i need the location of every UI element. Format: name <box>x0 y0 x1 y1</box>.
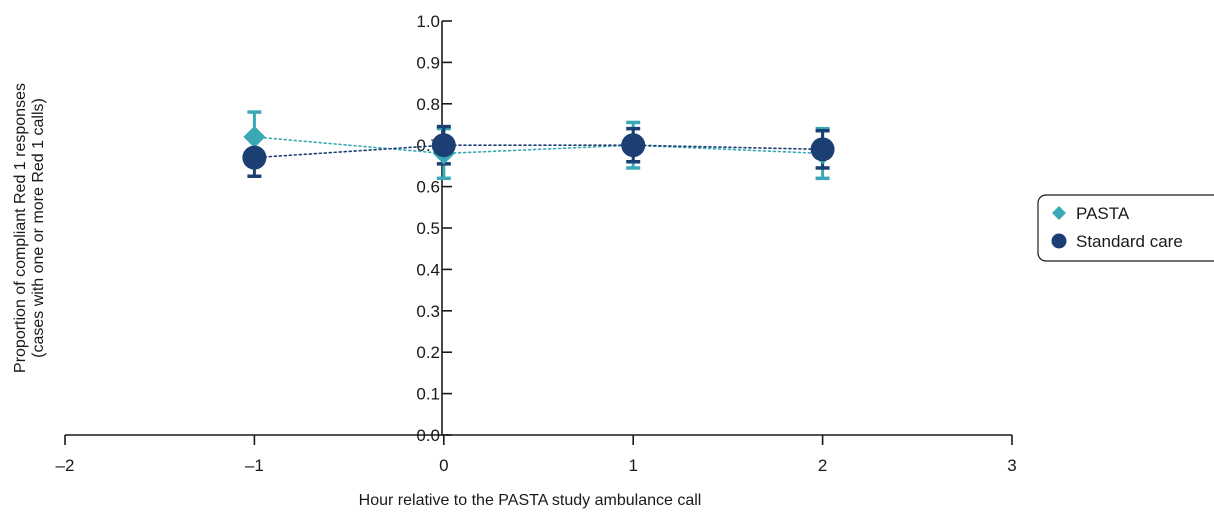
y-tick-label: 0.6 <box>416 178 440 197</box>
y-tick-label: 0.5 <box>416 219 440 238</box>
y-tick-label: 0.2 <box>416 343 440 362</box>
legend-label-standard-care: Standard care <box>1076 232 1183 251</box>
y-tick-label: 1.0 <box>416 12 440 31</box>
y-tick-label: 0.4 <box>416 260 440 279</box>
y-tick-label: 0.8 <box>416 95 440 114</box>
x-tick-label: 0 <box>439 456 448 475</box>
series-layer <box>242 112 834 178</box>
y-axis-title-line-1: Proportion of compliant Red 1 responses <box>12 83 29 373</box>
series-line-standard-care <box>254 145 822 157</box>
x-axis-title: Hour relative to the PASTA study ambulan… <box>359 492 702 509</box>
y-tick-label: 0.9 <box>416 53 440 72</box>
marker-standard-care <box>432 133 456 157</box>
legend-label-pasta: PASTA <box>1076 204 1130 223</box>
marker-standard-care <box>811 137 835 161</box>
marker-pasta <box>243 126 265 148</box>
x-tick-label: –2 <box>56 456 75 475</box>
y-tick-label: 0.3 <box>416 302 440 321</box>
y-tick-label: 0.1 <box>416 385 440 404</box>
x-tick-label: 1 <box>628 456 637 475</box>
x-tick-label: –1 <box>245 456 264 475</box>
legend-marker-standard-care <box>1052 234 1067 249</box>
x-tick-label: 3 <box>1007 456 1016 475</box>
marker-standard-care <box>242 146 266 170</box>
x-tick-label: 2 <box>818 456 827 475</box>
y-axis-title-line-2: (cases with one or more Red 1 calls) <box>30 98 47 358</box>
legend: PASTA Standard care <box>1038 195 1214 261</box>
axes: –2 –1 0 1 2 30.00.10.20.30.40.50.60.70.80.91.… <box>56 12 1017 475</box>
y-tick-label: 0.0 <box>416 426 440 445</box>
marker-standard-care <box>621 133 645 157</box>
